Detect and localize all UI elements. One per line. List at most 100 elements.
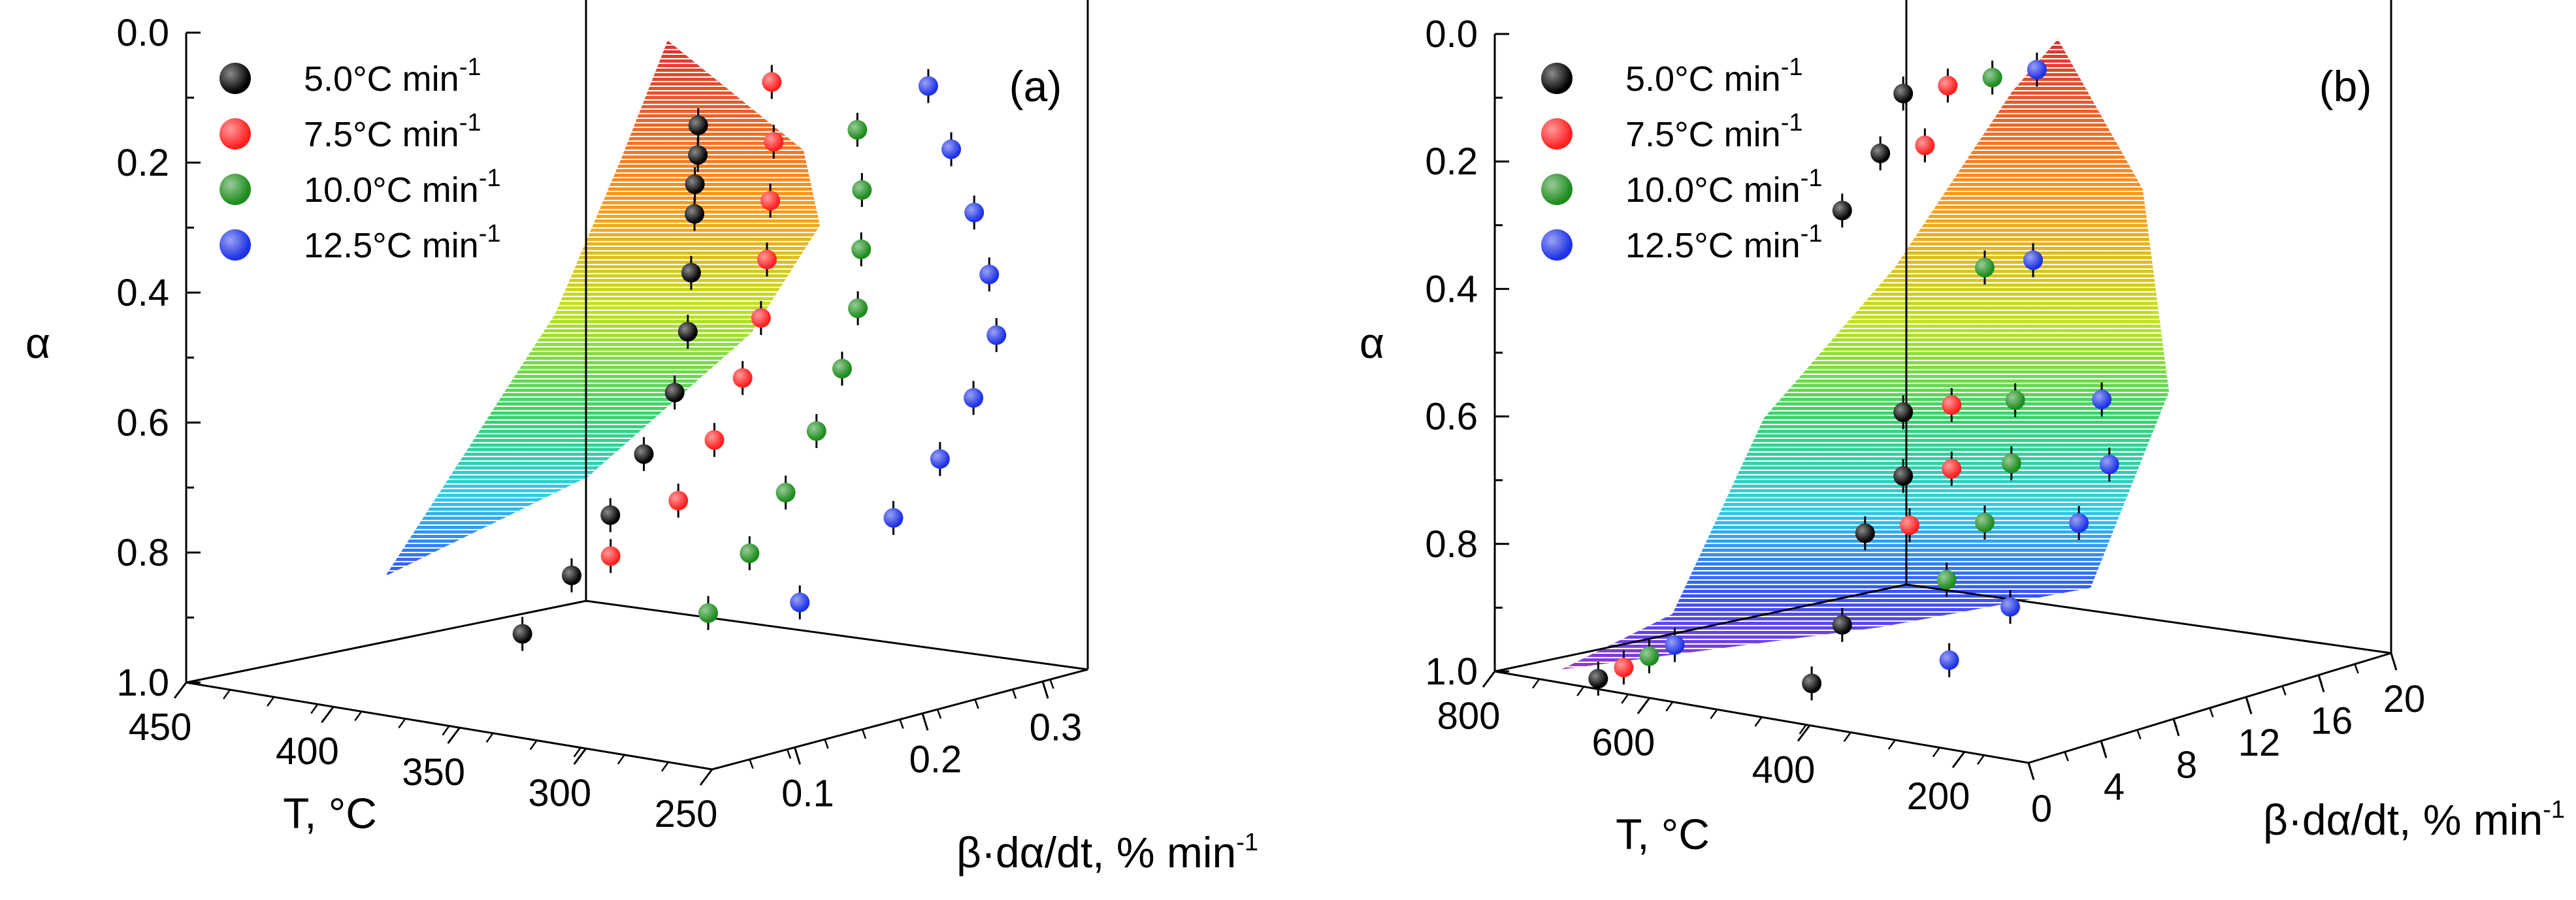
data-point-highlight bbox=[1974, 513, 1995, 532]
x-minor-tick bbox=[223, 689, 231, 699]
y-tick-label: 0 bbox=[2031, 788, 2052, 830]
x-minor-tick bbox=[1710, 709, 1718, 720]
y-axis-title-exp-b: -1 bbox=[2543, 796, 2565, 824]
x-minor-tick bbox=[660, 762, 669, 772]
data-point-highlight bbox=[1893, 402, 1914, 423]
x-tick-label: 250 bbox=[655, 793, 718, 835]
data-point-highlight bbox=[1870, 143, 1891, 163]
legend-label-main: 12.5°C min bbox=[304, 226, 479, 265]
x-minor-tick bbox=[1887, 739, 1896, 750]
data-point-highlight bbox=[685, 204, 705, 224]
data-point-highlight bbox=[600, 505, 621, 525]
y-minor-tick bbox=[2136, 730, 2142, 740]
data-point-highlight bbox=[2000, 597, 2021, 617]
y-tick-label: 20 bbox=[2383, 678, 2426, 720]
x-minor-tick bbox=[1532, 678, 1541, 689]
y-axis-ticks-b: 0 4 8 12 16 20 bbox=[2027, 652, 2426, 830]
data-point-highlight bbox=[2023, 250, 2044, 270]
data-point-highlight bbox=[600, 546, 621, 566]
y-minor-tick bbox=[2354, 664, 2359, 674]
y-minor-tick bbox=[899, 719, 904, 729]
z-tick-label: 0.4 bbox=[116, 272, 169, 314]
legend-marker-highlight bbox=[1541, 118, 1573, 150]
data-point-highlight bbox=[681, 263, 701, 283]
x-minor-tick bbox=[529, 739, 538, 750]
legend-label-exp: -1 bbox=[1801, 165, 1823, 192]
legend-label-exp: -1 bbox=[1801, 220, 1823, 248]
x-minor-tick bbox=[1576, 686, 1585, 697]
data-point-highlight bbox=[757, 249, 777, 270]
y-minor-tick bbox=[861, 729, 867, 739]
data-point-highlight bbox=[1832, 615, 1852, 635]
data-point-highlight bbox=[1939, 650, 1959, 670]
y-tick-label: 16 bbox=[2311, 700, 2353, 743]
data-point-highlight bbox=[979, 265, 1000, 285]
z-axis-title-a: α bbox=[25, 319, 50, 367]
x-tick-label: 800 bbox=[1437, 695, 1501, 737]
x-minor-tick bbox=[354, 711, 363, 722]
data-point-highlight bbox=[2005, 390, 2025, 410]
x-minor-tick bbox=[485, 732, 494, 743]
data-point-highlight bbox=[1588, 669, 1608, 689]
x-major-tick bbox=[1637, 697, 1651, 715]
data-point-highlight bbox=[964, 202, 985, 223]
x-axis-ticks-b: 800 600 400 200 bbox=[1437, 671, 1985, 818]
data-points-b bbox=[1588, 52, 2119, 701]
legend-label: 12.5°C min-1 bbox=[1625, 220, 1823, 265]
x-major-tick bbox=[1482, 671, 1496, 688]
y-axis-title-a: β·dα/dt, % min-1 bbox=[956, 828, 1258, 876]
legend-marker-highlight bbox=[1541, 229, 1573, 261]
panel-label-b: (b) bbox=[2319, 62, 2372, 110]
z-tick-label: 0.8 bbox=[1425, 523, 1478, 566]
data-point-highlight bbox=[2099, 455, 2119, 475]
y-minor-tick bbox=[1011, 689, 1017, 699]
y-minor-tick bbox=[2245, 696, 2251, 707]
data-point-highlight bbox=[732, 368, 753, 388]
x-tick-label: 400 bbox=[1752, 749, 1816, 792]
y-minor-tick bbox=[2281, 685, 2287, 696]
y-minor-tick bbox=[2172, 718, 2178, 729]
x-tick-label: 400 bbox=[276, 730, 339, 773]
data-point-highlight bbox=[1942, 458, 1962, 479]
data-point-highlight bbox=[2027, 59, 2047, 80]
x-minor-tick bbox=[573, 747, 581, 758]
y-major-tick bbox=[2027, 762, 2035, 780]
data-point-highlight bbox=[852, 180, 872, 200]
x-tick-label: 350 bbox=[402, 751, 465, 794]
data-point-highlight bbox=[2001, 453, 2021, 474]
x-major-tick bbox=[447, 727, 461, 745]
legend-label-exp: -1 bbox=[459, 109, 481, 137]
data-point-highlight bbox=[1936, 570, 1957, 590]
y-tick-label: 4 bbox=[2104, 765, 2125, 808]
data-point-highlight bbox=[760, 191, 781, 211]
data-point-highlight bbox=[986, 325, 1007, 346]
x-minor-tick bbox=[617, 754, 625, 765]
legend-label: 10.0°C min-1 bbox=[1625, 165, 1823, 210]
data-point-highlight bbox=[512, 624, 532, 644]
y-major-tick bbox=[1041, 681, 1049, 699]
legend-label: 12.5°C min-1 bbox=[304, 220, 501, 265]
y-axis-title-b: β·dα/dt, % min-1 bbox=[2263, 796, 2565, 844]
z-tick-label: 0.6 bbox=[116, 402, 169, 444]
y-minor-tick bbox=[2100, 740, 2106, 750]
legend-marker-highlight bbox=[1541, 174, 1573, 205]
z-axis-title-b: α bbox=[1360, 319, 1384, 367]
legend-marker-highlight bbox=[220, 118, 251, 150]
legend-label-main: 7.5°C min bbox=[304, 115, 459, 154]
data-point-highlight bbox=[848, 298, 868, 318]
data-point-highlight bbox=[677, 321, 698, 342]
data-point-highlight bbox=[1942, 395, 1962, 415]
data-point-highlight bbox=[2092, 389, 2112, 410]
legend-label-main: 12.5°C min bbox=[1625, 226, 1801, 265]
x-minor-tick bbox=[1843, 731, 1851, 743]
data-point-highlight bbox=[1915, 135, 1935, 155]
legend-label-main: 5.0°C min bbox=[1625, 59, 1781, 99]
x-minor-tick bbox=[398, 718, 406, 729]
x-major-tick bbox=[1951, 751, 1966, 769]
legend-label-exp: -1 bbox=[479, 165, 501, 192]
data-point-highlight bbox=[704, 430, 725, 450]
x-major-tick bbox=[173, 682, 187, 699]
y-minor-tick bbox=[749, 759, 754, 769]
panel-b: 0.0 0.2 0.4 0.6 0.8 1.0 800 600 400 200 0 4 8 12 16 2… bbox=[1360, 0, 2565, 858]
